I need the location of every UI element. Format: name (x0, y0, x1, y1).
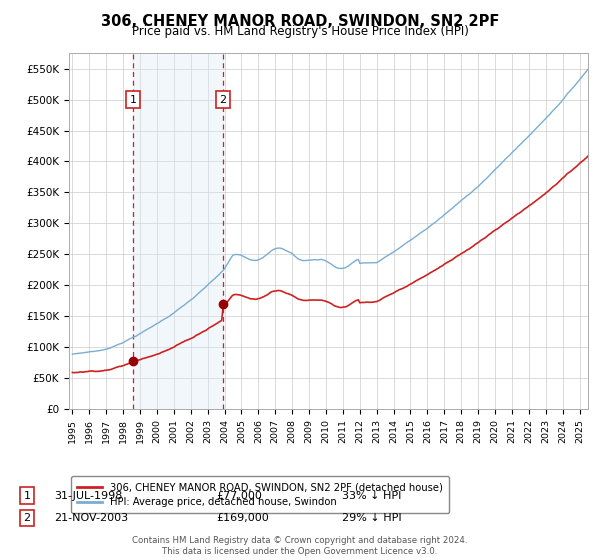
Text: Price paid vs. HM Land Registry's House Price Index (HPI): Price paid vs. HM Land Registry's House … (131, 25, 469, 38)
Text: 31-JUL-1998: 31-JUL-1998 (54, 491, 122, 501)
Legend: 306, CHENEY MANOR ROAD, SWINDON, SN2 2PF (detached house), HPI: Average price, d: 306, CHENEY MANOR ROAD, SWINDON, SN2 2PF… (71, 476, 449, 513)
Text: 2: 2 (23, 513, 31, 523)
Bar (133, 53, 223, 409)
Text: £169,000: £169,000 (216, 513, 269, 523)
Text: Contains HM Land Registry data © Crown copyright and database right 2024.
This d: Contains HM Land Registry data © Crown c… (132, 536, 468, 556)
Text: £77,000: £77,000 (216, 491, 262, 501)
Text: 306, CHENEY MANOR ROAD, SWINDON, SN2 2PF: 306, CHENEY MANOR ROAD, SWINDON, SN2 2PF (101, 14, 499, 29)
Text: 29% ↓ HPI: 29% ↓ HPI (342, 513, 401, 523)
Text: 2: 2 (219, 95, 226, 105)
Text: 33% ↓ HPI: 33% ↓ HPI (342, 491, 401, 501)
Text: 1: 1 (23, 491, 31, 501)
Text: 1: 1 (130, 95, 136, 105)
Text: 21-NOV-2003: 21-NOV-2003 (54, 513, 128, 523)
